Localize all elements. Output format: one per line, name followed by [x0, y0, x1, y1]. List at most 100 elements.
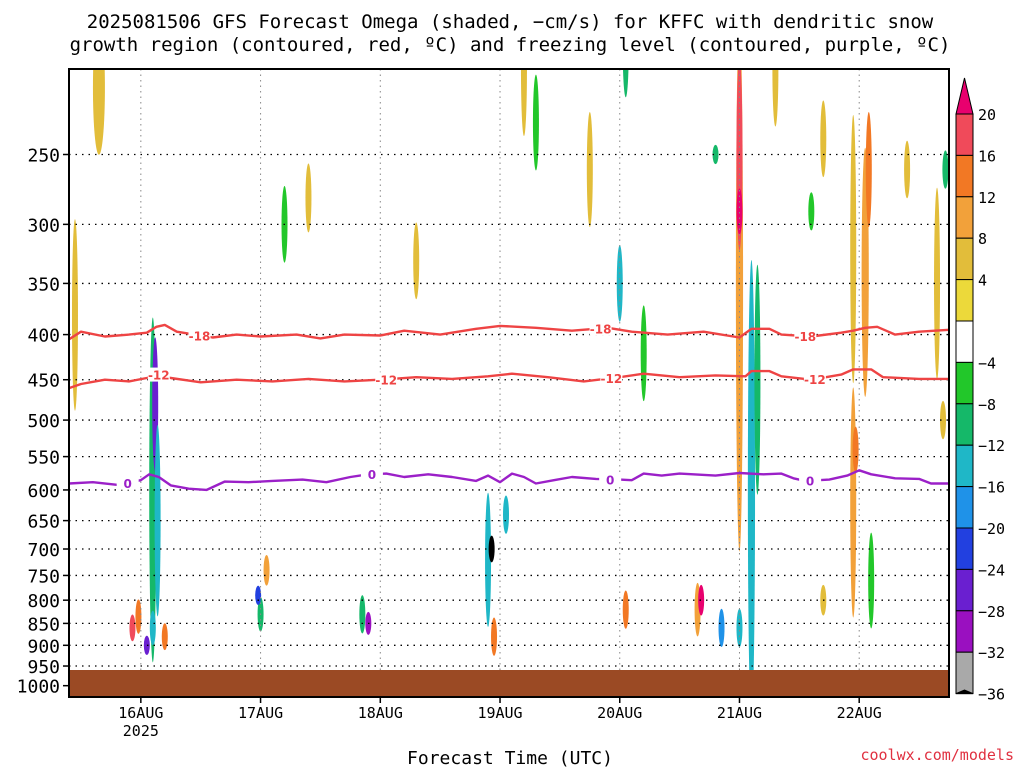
- omega-region-22: [359, 595, 366, 634]
- omega-region-9: [154, 424, 161, 617]
- colorbar-label-8: −16: [978, 479, 1005, 497]
- x-tick-label-19AUG: 19AUG: [477, 704, 522, 722]
- chart-title-line-2: growth region (contoured, red, ºC) and f…: [70, 34, 951, 56]
- colorbar-swatch-4: [955, 279, 974, 322]
- ground-below-surface: [69, 670, 949, 697]
- plot-area: -18 -18 -18 -12 -12 -12 -12 0 0 0 0: [68, 0, 950, 698]
- contour-label-0-0: 0: [123, 477, 131, 491]
- omega-region-12: [149, 610, 156, 646]
- y-tick-label-300: 300: [27, 215, 60, 236]
- colorbar-label-2: 12: [978, 189, 996, 207]
- omega-region-31: [508, 0, 515, 6]
- omega-region-33: [532, 74, 539, 171]
- contour-label-bg: [600, 371, 623, 386]
- y-tick-label-450: 450: [27, 371, 60, 392]
- omega-region-59: [852, 426, 859, 473]
- contour-label-bg: [360, 467, 383, 482]
- colorbar-label-11: −28: [978, 603, 1005, 621]
- colorbar-label-5: −4: [978, 354, 996, 372]
- omega-region-47: [754, 264, 761, 495]
- omega-region-38: [640, 305, 647, 402]
- y-tick-label-550: 550: [27, 448, 60, 469]
- plot-frame: [68, 68, 950, 698]
- omega-region-42: [712, 144, 719, 165]
- omega-region-34: [586, 112, 593, 228]
- colorbar-bottom-arrow: [955, 689, 974, 695]
- y-tick-label-850: 850: [27, 614, 60, 635]
- omega-region-45: [736, 188, 743, 235]
- contour-label-bg: [803, 372, 826, 387]
- omega-region-51: [736, 608, 743, 648]
- colorbar-top-arrow: [955, 77, 974, 115]
- colorbar-label-3: 8: [978, 230, 987, 248]
- contour-label-bg: [147, 367, 170, 382]
- omega-region-37: [622, 590, 629, 629]
- colorbar-label-7: −12: [978, 437, 1005, 455]
- contour-label--18-2: -18: [794, 330, 816, 344]
- omega-region-57: [865, 112, 872, 228]
- omega-region-62: [904, 140, 911, 199]
- contour-label-bg: [599, 472, 622, 487]
- omega-region-54: [820, 100, 827, 178]
- contour-label-bg: [794, 329, 817, 344]
- y-tick-label-400: 400: [27, 326, 60, 347]
- contour-label-bg: [799, 473, 822, 488]
- y-tick-label-600: 600: [27, 481, 60, 502]
- colorbar-label-4: 4: [978, 272, 987, 290]
- colorbar-label-13: −36: [978, 686, 1005, 704]
- colorbar-swatch-13: [955, 651, 974, 695]
- temperature-contours: -18 -18 -18 -12 -12 -12 -12 0 0 0 0: [69, 321, 949, 492]
- colorbar-swatch-2: [955, 196, 974, 239]
- plot-background: [69, 69, 949, 697]
- contour-label-bg: [188, 328, 211, 343]
- colorbar-swatch-7: [955, 403, 974, 446]
- y-tick-label-500: 500: [27, 411, 60, 432]
- colorbar-label-10: −24: [978, 561, 1005, 579]
- omega-region-30: [503, 495, 510, 534]
- contour-label-bg: [116, 475, 139, 490]
- contour-label--12-0: -12: [148, 369, 170, 383]
- colorbar-label-0: 20: [978, 106, 996, 124]
- grid-lines: [69, 69, 949, 697]
- omega-region-27: [485, 492, 492, 627]
- omega-region-32: [520, 69, 527, 137]
- omega-region-49: [698, 584, 705, 616]
- contour-label--12-2: -12: [601, 372, 623, 386]
- omega-region-53: [808, 192, 815, 231]
- y-axis: 2503003504004505005506006507007508008509…: [17, 145, 69, 698]
- colorbar-swatch-6: [955, 361, 974, 405]
- x-tick-label-16AUG: 16AUG: [118, 704, 163, 722]
- colorbar-swatch-10: [955, 527, 974, 570]
- colorbar-swatch-11: [955, 568, 974, 612]
- omega-region-36: [616, 245, 623, 322]
- y-tick-label-900: 900: [27, 636, 60, 657]
- colorbar-label-12: −32: [978, 644, 1005, 662]
- contour-label-0-3: 0: [806, 475, 814, 489]
- x-tick-label-22AUG: 22AUG: [837, 704, 882, 722]
- colorbar-swatch-1: [955, 154, 974, 198]
- omega-region-13: [161, 623, 168, 651]
- omega-region-11: [129, 614, 136, 642]
- contour-label--12-3: -12: [804, 373, 826, 387]
- contour-line--18: [69, 323, 949, 341]
- omega-region-46: [747, 260, 756, 697]
- omega-region-2: [92, 69, 105, 155]
- omega-region-55: [850, 114, 857, 384]
- colorbar-swatch-12: [955, 610, 974, 653]
- y-tick-label-700: 700: [27, 540, 60, 561]
- colorbar-swatch-9: [955, 486, 974, 529]
- omega-region-29: [491, 617, 498, 656]
- chart-title-line-1: 2025081506 GFS Forecast Omega (shaded, −…: [87, 11, 934, 33]
- x-tick-label-18AUG: 18AUG: [358, 704, 403, 722]
- y-tick-label-800: 800: [27, 591, 60, 612]
- omega-region-0: [71, 219, 78, 411]
- omega-region-24: [413, 222, 420, 300]
- omega-region-65: [942, 150, 949, 189]
- omega-region-35: [622, 69, 629, 98]
- colorbar-legend: 20 16 12 8 4 −4 −8 −12 −16 −20 −24 −28 −32 −36: [955, 77, 1005, 704]
- omega-region-60: [868, 532, 875, 629]
- x-tick-label-20AUG: 20AUG: [597, 704, 642, 722]
